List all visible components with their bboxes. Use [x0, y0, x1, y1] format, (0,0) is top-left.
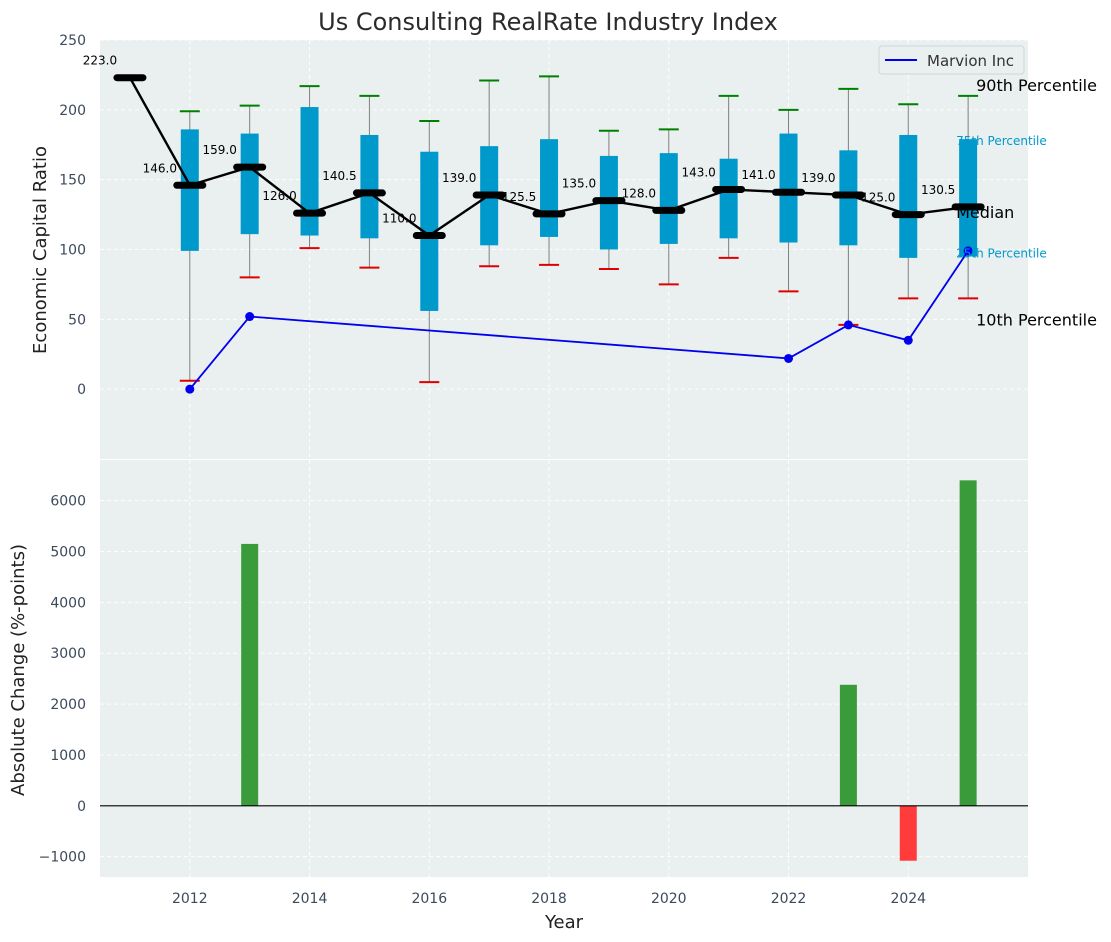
x-tick-label: 2018: [531, 891, 567, 907]
bottom-plot: [100, 480, 1028, 861]
p25-label: 25th Percentile: [956, 246, 1047, 260]
median-value-label: 146.0: [143, 161, 177, 175]
iqr-box: [959, 139, 978, 257]
median-value-label: 125.5: [502, 190, 536, 204]
legend-label: Marvion Inc: [927, 52, 1014, 70]
company-point: [185, 384, 195, 394]
bottom-y-tick-label: 4000: [50, 595, 86, 611]
bottom-plot-area: [100, 460, 1028, 877]
top-y-tick-label: 50: [68, 312, 86, 328]
x-tick-label: 2012: [172, 891, 208, 907]
x-axis-label: Year: [544, 912, 584, 933]
x-tick-label: 2022: [771, 891, 807, 907]
p75-label: 75th Percentile: [956, 134, 1047, 148]
median-value-label: 130.5: [921, 183, 955, 197]
median-value-label: 223.0: [83, 54, 117, 68]
x-tick-label: 2024: [890, 891, 926, 907]
median-value-label: 141.0: [741, 168, 775, 182]
iqr-box: [779, 133, 798, 243]
company-point: [903, 335, 913, 345]
company-line: [189, 250, 969, 390]
change-bar: [241, 543, 259, 806]
bottom-y-axis-label: Absolute Change (%-points): [8, 544, 29, 796]
company-point: [843, 320, 853, 330]
chart-title: Us Consulting RealRate Industry Index: [318, 8, 778, 36]
bottom-y-tick-label: 3000: [50, 646, 86, 662]
iqr-box: [659, 153, 678, 244]
company-point: [963, 246, 973, 256]
bottom-y-tick-label: 0: [77, 799, 86, 815]
iqr-box: [180, 129, 199, 251]
iqr-box: [420, 151, 439, 311]
median-value-label: 125.0: [861, 191, 895, 205]
change-bar: [839, 684, 857, 806]
x-tick-label: 2020: [651, 891, 687, 907]
median-value-label: 126.0: [262, 189, 296, 203]
median-value-label: 139.0: [442, 171, 476, 185]
bottom-y-tick-label: 2000: [50, 697, 86, 713]
axes-text: 0 50 100 150 200 250 −1000 0 1000 2000 3000 4000 500…: [39, 33, 927, 907]
legend-box: [878, 45, 1025, 75]
top-y-tick-label: 150: [59, 173, 86, 189]
top-y-tick-label: 100: [59, 243, 86, 259]
iqr-box: [540, 139, 559, 237]
x-tick-label: 2016: [411, 891, 447, 907]
change-bar: [959, 480, 977, 806]
company-point: [245, 312, 255, 322]
iqr-box: [719, 158, 738, 239]
median-value-label: 128.0: [622, 186, 656, 200]
x-tick-label: 2014: [292, 891, 328, 907]
company-point: [784, 353, 794, 363]
iqr-box: [300, 107, 319, 236]
iqr-box: [899, 134, 918, 258]
p10-label: 10th Percentile: [976, 310, 1097, 329]
change-bar: [899, 805, 917, 861]
median-value-label: 139.0: [801, 171, 835, 185]
top-y-tick-label: 200: [59, 103, 86, 119]
bottom-y-tick-label: −1000: [39, 850, 86, 866]
median-value-label: 159.0: [202, 143, 236, 157]
median-value-label: 143.0: [681, 165, 715, 179]
iqr-box: [360, 134, 379, 239]
p90-label: 90th Percentile: [976, 76, 1097, 95]
median-label: Median: [956, 203, 1014, 222]
top-y-axis-label: Economic Capital Ratio: [30, 146, 51, 354]
legend: Marvion Inc: [878, 45, 1025, 75]
median-value-label: 140.5: [322, 169, 356, 183]
top-y-tick-label: 250: [59, 33, 86, 49]
median-value-label: 110.0: [382, 212, 416, 226]
bottom-y-tick-label: 1000: [50, 748, 86, 764]
bottom-y-tick-label: 5000: [50, 545, 86, 561]
median-value-label: 135.0: [562, 177, 596, 191]
top-plot: 223.0 146.0 159.0 126.0 140.5 110.0 139.0 125.5…: [83, 54, 1097, 394]
iqr-box: [240, 133, 259, 235]
bottom-y-tick-label: 6000: [50, 494, 86, 510]
top-y-tick-label: 0: [77, 382, 86, 398]
